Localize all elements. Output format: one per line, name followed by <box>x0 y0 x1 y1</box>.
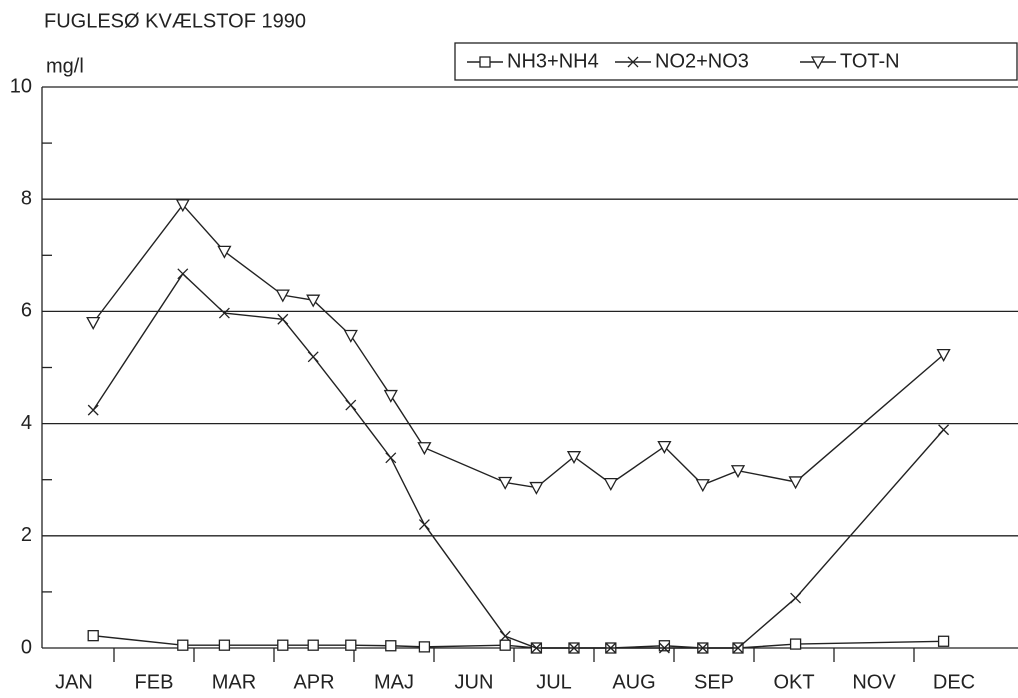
data-point <box>697 642 709 654</box>
data-point <box>418 641 431 653</box>
data-point <box>307 351 319 363</box>
data-point <box>218 307 230 319</box>
data-point <box>788 476 803 490</box>
x-tick-label: MAJ <box>374 671 414 693</box>
data-point <box>306 294 321 308</box>
data-point <box>343 329 358 343</box>
data-point <box>345 399 357 411</box>
legend-label: TOT-N <box>840 50 900 72</box>
data-point <box>937 635 950 647</box>
chart-title: FUGLESØ KVÆLSTOF 1990 <box>44 10 306 32</box>
legend-box <box>454 42 1018 81</box>
x-tick-label: FEB <box>135 671 174 693</box>
data-point <box>695 479 710 493</box>
data-point <box>217 245 232 259</box>
data-point <box>499 639 511 651</box>
data-point <box>530 642 542 654</box>
data-point <box>417 442 432 456</box>
y-tick-label: 0 <box>21 636 32 658</box>
data-point <box>385 640 397 652</box>
data-point <box>345 639 357 651</box>
data-point <box>732 642 744 654</box>
legend-marker <box>810 56 826 70</box>
y-tick-label: 2 <box>21 524 32 546</box>
data-point <box>790 592 802 604</box>
data-point <box>277 639 289 651</box>
data-point <box>218 639 231 651</box>
x-tick-label: JUN <box>455 671 494 693</box>
data-point <box>603 477 618 491</box>
data-point <box>938 424 950 436</box>
legend-marker <box>627 56 639 68</box>
y-tick-label: 4 <box>21 412 32 434</box>
data-point <box>383 389 398 403</box>
data-point <box>605 642 617 654</box>
legend-marker <box>479 56 491 68</box>
data-point <box>789 638 802 650</box>
data-point <box>498 476 513 490</box>
data-point <box>418 519 430 531</box>
data-point <box>499 630 511 642</box>
series-line <box>92 272 945 649</box>
data-point <box>86 316 101 330</box>
data-point <box>177 268 189 280</box>
data-point <box>87 404 99 416</box>
data-point <box>529 481 544 495</box>
x-tick-label: MAR <box>212 671 256 693</box>
y-tick-label: 8 <box>21 187 32 209</box>
x-tick-label: JAN <box>55 671 93 693</box>
x-tick-label: DEC <box>933 671 975 693</box>
data-point <box>175 199 190 213</box>
y-tick-label: 10 <box>10 75 32 97</box>
legend-label: NO2+NO3 <box>655 50 749 72</box>
x-tick-label: JUL <box>536 671 572 693</box>
data-point <box>277 313 289 325</box>
data-point <box>177 639 189 651</box>
data-point <box>568 642 580 654</box>
y-axis-label: mg/l <box>46 55 84 77</box>
x-tick-label: OKT <box>773 671 814 693</box>
x-tick-label: NOV <box>852 671 896 693</box>
data-point <box>87 630 99 642</box>
data-point <box>658 642 670 654</box>
data-point <box>657 440 672 454</box>
data-point <box>566 451 582 465</box>
data-point <box>385 452 397 464</box>
data-point <box>275 289 290 303</box>
x-tick-label: AUG <box>612 671 655 693</box>
x-tick-label: SEP <box>694 671 734 693</box>
y-tick-label: 6 <box>21 300 32 322</box>
data-point <box>658 640 671 652</box>
data-point <box>307 639 319 651</box>
data-point <box>936 348 951 362</box>
data-point <box>730 465 746 479</box>
legend-label: NH3+NH4 <box>507 50 599 72</box>
x-tick-label: APR <box>293 671 334 693</box>
